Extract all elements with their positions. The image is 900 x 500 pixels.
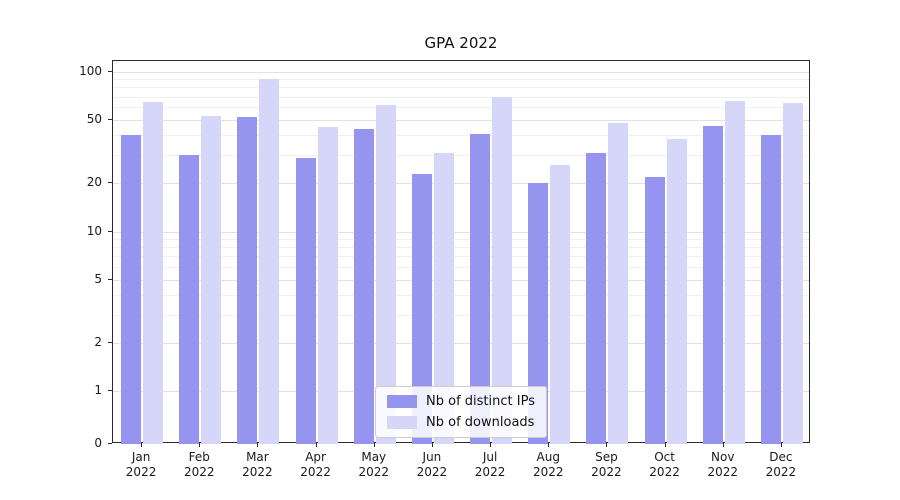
y-tick-mark xyxy=(108,341,112,343)
x-tick-label: Aug 2022 xyxy=(532,450,564,479)
gridline-minor xyxy=(113,135,809,137)
gridline-major xyxy=(113,120,809,121)
bar-distinct-ips xyxy=(411,173,432,444)
x-tick-label: Apr 2022 xyxy=(300,450,331,479)
gridline-minor xyxy=(113,107,809,109)
gridline-minor xyxy=(113,266,809,268)
y-tick-label: 2 xyxy=(94,334,102,349)
gridline-major xyxy=(113,279,809,281)
legend-label-downloads: Nb of downloads xyxy=(426,415,535,430)
x-tick-label: May 2022 xyxy=(358,450,390,479)
gridline-minor xyxy=(113,155,809,157)
bar-downloads xyxy=(201,115,222,444)
bar-distinct-ips xyxy=(179,155,200,444)
bar-downloads xyxy=(608,122,629,444)
legend-label-distinct-ips: Nb of distinct IPs xyxy=(426,394,535,409)
bar-downloads xyxy=(492,96,513,444)
gridline-minor xyxy=(113,246,809,248)
legend: Nb of distinct IPs Nb of downloads xyxy=(375,386,547,438)
x-tick-mark xyxy=(315,443,317,447)
x-tick-mark xyxy=(431,443,433,447)
x-tick-mark xyxy=(722,443,724,447)
y-tick-mark xyxy=(108,390,112,391)
y-tick-mark xyxy=(108,230,112,232)
y-tick-label: 0 xyxy=(94,436,102,450)
x-tick-mark xyxy=(780,443,782,447)
x-tick-label: Feb 2022 xyxy=(183,450,215,479)
gridline-major xyxy=(113,342,809,344)
bar-downloads xyxy=(143,101,164,444)
x-tick-label: Jun 2022 xyxy=(416,450,448,479)
bar-downloads xyxy=(724,100,745,444)
x-tick-label: Jan 2022 xyxy=(125,450,157,479)
y-tick-label: 100 xyxy=(79,64,102,78)
bar-distinct-ips xyxy=(760,135,781,444)
bar-downloads xyxy=(433,153,454,444)
y-tick-mark xyxy=(108,182,112,184)
x-tick-label: Mar 2022 xyxy=(242,450,273,479)
y-tick-mark xyxy=(108,71,112,72)
bar-downloads xyxy=(317,127,338,444)
y-tick-mark xyxy=(108,278,112,280)
x-tick-label: Sep 2022 xyxy=(591,450,622,479)
x-tick-label: Oct 2022 xyxy=(649,450,680,479)
y-tick-label: 5 xyxy=(94,271,102,286)
y-tick-label: 1 xyxy=(94,383,102,397)
bar-downloads xyxy=(550,165,571,444)
gridline-major xyxy=(113,183,809,185)
gridline-minor xyxy=(113,294,809,296)
bar-distinct-ips xyxy=(353,128,374,444)
gridline-minor xyxy=(113,238,809,240)
x-tick-mark xyxy=(257,443,259,447)
legend-item-distinct-ips: Nb of distinct IPs xyxy=(387,394,535,409)
bar-distinct-ips xyxy=(586,153,607,444)
x-tick-mark xyxy=(664,443,666,447)
plot-area xyxy=(112,60,810,444)
gridline-minor xyxy=(113,256,809,258)
bar-distinct-ips xyxy=(528,183,549,444)
gridline-major xyxy=(113,231,809,233)
y-tick-label: 50 xyxy=(86,112,102,126)
gridline-minor xyxy=(113,87,809,89)
bar-downloads xyxy=(259,79,280,444)
x-tick-mark xyxy=(199,443,201,447)
x-tick-mark xyxy=(606,443,608,447)
x-tick-mark xyxy=(141,443,143,447)
bar-distinct-ips xyxy=(470,133,491,444)
x-tick-mark xyxy=(373,443,375,447)
legend-swatch-distinct-ips xyxy=(387,395,418,408)
y-tick-mark xyxy=(108,119,112,120)
gridline-minor xyxy=(113,96,809,98)
x-tick-label: Nov 2022 xyxy=(707,450,739,479)
y-tick-mark xyxy=(108,443,112,444)
bar-distinct-ips xyxy=(121,135,142,444)
x-tick-label: Jul 2022 xyxy=(474,450,506,479)
gridline-minor xyxy=(113,79,809,81)
x-tick-mark xyxy=(490,443,492,447)
legend-item-downloads: Nb of downloads xyxy=(387,415,535,430)
bar-downloads xyxy=(375,105,396,444)
gridline-minor xyxy=(113,314,809,316)
bar-distinct-ips xyxy=(295,157,316,444)
bar-distinct-ips xyxy=(644,176,665,444)
bar-downloads xyxy=(666,139,687,444)
y-tick-label: 10 xyxy=(86,223,102,238)
bar-downloads xyxy=(782,102,803,444)
gridline-major xyxy=(113,72,809,73)
bar-distinct-ips xyxy=(237,117,258,444)
x-tick-label: Dec 2022 xyxy=(765,450,797,479)
x-tick-mark xyxy=(548,443,550,447)
legend-swatch-downloads xyxy=(387,416,418,429)
y-tick-label: 20 xyxy=(86,175,102,190)
bar-distinct-ips xyxy=(702,125,723,444)
chart-title: GPA 2022 xyxy=(424,34,498,52)
